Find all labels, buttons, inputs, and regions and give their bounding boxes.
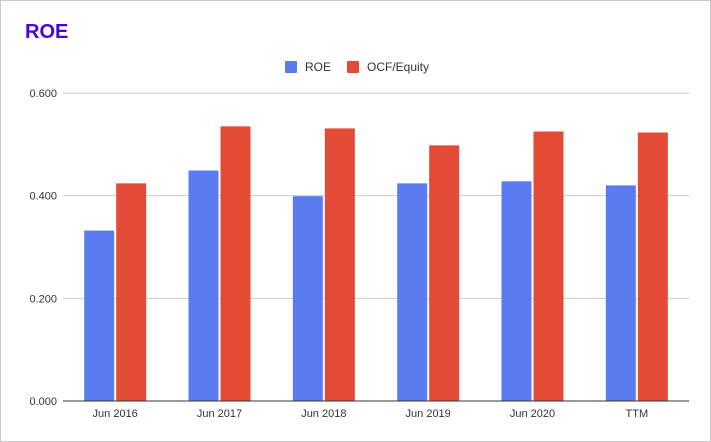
legend-label: ROE bbox=[305, 60, 331, 74]
legend-swatch bbox=[285, 61, 297, 73]
bar-ocf-equity-3 bbox=[429, 145, 460, 401]
y-tick-label: 0.400 bbox=[29, 191, 57, 203]
bar-roe-1 bbox=[188, 170, 219, 401]
legend: ROE OCF/Equity bbox=[285, 60, 429, 74]
bar-ocf-equity-2 bbox=[324, 128, 355, 402]
x-tick-label: Jun 2018 bbox=[301, 408, 346, 420]
x-tick-label: Jun 2017 bbox=[197, 408, 242, 420]
x-tick-label: Jun 2019 bbox=[406, 408, 451, 420]
x-tick-label: TTM bbox=[626, 408, 649, 420]
axes: 0.000 0.200 0.400 0.600 Jun 2016 Jun 2017 Jun … bbox=[29, 88, 689, 420]
bar-roe-0 bbox=[84, 230, 115, 401]
y-tick-label: 0.600 bbox=[29, 88, 57, 100]
y-tick-label: 0.200 bbox=[29, 293, 57, 305]
bar-roe-3 bbox=[397, 183, 428, 401]
bar-ocf-equity-4 bbox=[533, 131, 564, 401]
legend-label: OCF/Equity bbox=[367, 60, 429, 74]
bars bbox=[84, 126, 668, 402]
bar-ocf-equity-1 bbox=[220, 126, 251, 401]
bar-ocf-equity-5 bbox=[637, 132, 668, 401]
chart-title: ROE bbox=[25, 21, 69, 43]
bar-roe-2 bbox=[292, 196, 323, 401]
bar-roe-5 bbox=[605, 185, 636, 401]
legend-swatch bbox=[347, 61, 359, 73]
bar-roe-4 bbox=[501, 181, 532, 401]
x-tick-label: Jun 2016 bbox=[93, 408, 138, 420]
gridlines bbox=[63, 92, 689, 299]
y-tick-label: 0.000 bbox=[29, 396, 57, 408]
bar-ocf-equity-0 bbox=[116, 183, 147, 401]
x-tick-label: Jun 2020 bbox=[510, 408, 555, 420]
